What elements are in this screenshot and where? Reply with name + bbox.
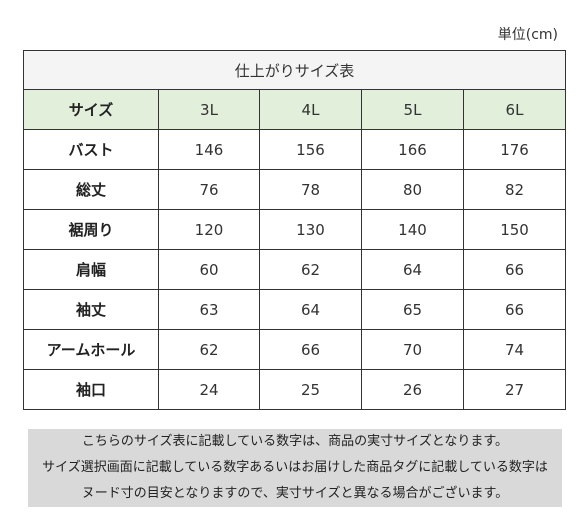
table-cell: 166	[361, 129, 464, 170]
size-header-6l: 6L	[462, 89, 567, 130]
table-cell: 66	[462, 289, 567, 330]
table-cell: 66	[259, 329, 362, 370]
size-table: 仕上がりサイズ表 サイズ 3L 4L 5L 6L バスト 146 156 166…	[22, 50, 567, 410]
table-row: バスト 146 156 166 176	[23, 129, 567, 170]
table-cell: 78	[259, 169, 362, 210]
note-line: こちらのサイズ表に記載している数字は、商品の実寸サイズとなります。	[81, 434, 509, 449]
table-cell: 120	[158, 209, 260, 250]
size-header-label: サイズ	[23, 89, 159, 130]
table-header-row: サイズ 3L 4L 5L 6L	[23, 89, 567, 130]
note-line: サイズ選択画面に記載している数字あるいはお届けした商品タグに記載している数字は	[42, 460, 548, 475]
table-title-row: 仕上がりサイズ表	[22, 50, 567, 90]
table-cell: 26	[361, 369, 464, 410]
table-cell: 62	[158, 329, 260, 370]
table-cell: 176	[462, 129, 567, 170]
table-row: 総丈 76 78 80 82	[23, 169, 567, 210]
table-cell: 63	[158, 289, 260, 330]
table-cell: 146	[158, 129, 260, 170]
row-label-bust: バスト	[23, 129, 159, 170]
size-header-5l: 5L	[361, 89, 464, 130]
table-cell: 64	[259, 289, 362, 330]
table-row: 裾周り 120 130 140 150	[23, 209, 567, 250]
table-row: 袖丈 63 64 65 66	[23, 289, 567, 330]
table-cell: 140	[361, 209, 464, 250]
table-title: 仕上がりサイズ表	[22, 50, 567, 90]
table-cell: 150	[462, 209, 567, 250]
table-cell: 65	[361, 289, 464, 330]
table-cell: 76	[158, 169, 260, 210]
table-cell: 25	[259, 369, 362, 410]
unit-label: 単位(cm)	[497, 27, 558, 43]
table-row: 肩幅 60 62 64 66	[23, 249, 567, 290]
table-row: 袖口 24 25 26 27	[23, 369, 567, 410]
row-label-armhole: アームホール	[23, 329, 159, 370]
row-label-hem: 裾周り	[23, 209, 159, 250]
row-label-shoulder: 肩幅	[23, 249, 159, 290]
row-label-cuff: 袖口	[23, 369, 159, 410]
table-cell: 74	[462, 329, 567, 370]
table-cell: 156	[259, 129, 362, 170]
table-cell: 60	[158, 249, 260, 290]
table-cell: 27	[462, 369, 567, 410]
note-line: ヌード寸の目安となりますので、実寸サイズと異なる場合がございます。	[81, 486, 509, 501]
size-header-3l: 3L	[158, 89, 260, 130]
table-cell: 66	[462, 249, 567, 290]
table-cell: 62	[259, 249, 362, 290]
table-cell: 70	[361, 329, 464, 370]
row-label-length: 総丈	[23, 169, 159, 210]
table-row: アームホール 62 66 70 74	[23, 329, 567, 370]
table-cell: 80	[361, 169, 464, 210]
size-header-4l: 4L	[259, 89, 362, 130]
row-label-sleeve: 袖丈	[23, 289, 159, 330]
table-cell: 24	[158, 369, 260, 410]
size-note: こちらのサイズ表に記載している数字は、商品の実寸サイズとなります。 サイズ選択画…	[28, 429, 562, 507]
table-cell: 82	[462, 169, 567, 210]
table-cell: 64	[361, 249, 464, 290]
table-cell: 130	[259, 209, 362, 250]
